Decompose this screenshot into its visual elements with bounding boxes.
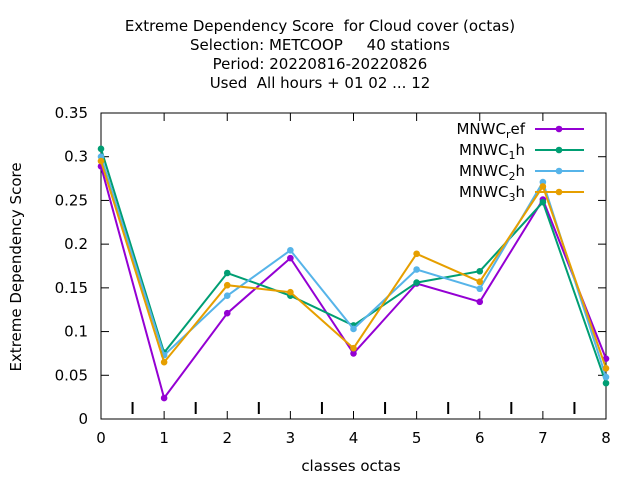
data-point xyxy=(350,350,357,357)
data-point xyxy=(287,246,294,254)
series-MNWC_1h xyxy=(97,145,610,387)
data-point xyxy=(413,266,420,273)
legend-entry-MNWC_3h: MNWC3h xyxy=(459,183,584,204)
data-point xyxy=(602,379,610,387)
data-point xyxy=(350,344,357,352)
data-point xyxy=(602,373,610,381)
y-axis-label: Extreme Dependency Score xyxy=(7,162,25,371)
legend-marker xyxy=(555,125,563,133)
y-tick-label: 0 xyxy=(78,410,88,428)
axes: 0 0.05 0.1 0.15 0.2 0.25 0.3 0.35 0 1 2 3 4 5 6 7 8 xyxy=(55,104,611,447)
legend-marker xyxy=(555,146,563,154)
data-point xyxy=(223,309,231,317)
x-tick-label: 3 xyxy=(286,429,296,447)
plot-frame xyxy=(100,112,607,420)
x-tick-label: 7 xyxy=(538,429,548,447)
data-point xyxy=(413,250,420,258)
y-tick-label: 0.35 xyxy=(55,104,88,122)
legend-entry-MNWC_1h: MNWC1h xyxy=(459,141,584,162)
y-tick-label: 0.2 xyxy=(64,235,88,253)
x-tick-label: 0 xyxy=(96,429,106,447)
data-point xyxy=(539,183,547,190)
data-point xyxy=(602,364,610,372)
data-point xyxy=(476,298,484,306)
x-tick-label: 4 xyxy=(349,429,359,447)
data-point xyxy=(602,355,610,362)
x-tick-label: 1 xyxy=(159,429,169,447)
x-axis-label: classes octas xyxy=(301,457,401,475)
legend-entry-MNWC_ref: MNWCref xyxy=(456,120,584,141)
data-point xyxy=(223,292,231,300)
x-tick-label: 5 xyxy=(412,429,422,447)
chart-title-line-2: Selection: METCOOP 40 stations xyxy=(190,36,450,54)
series-line xyxy=(100,156,607,378)
y-tick-label: 0.3 xyxy=(64,148,88,166)
series-line xyxy=(100,166,607,401)
series-MNWC_3h xyxy=(97,157,610,372)
x-tick-label: 8 xyxy=(601,429,611,447)
data-point xyxy=(287,288,294,296)
series-layer xyxy=(97,145,610,402)
data-point xyxy=(476,278,484,286)
y-tick-label: 0.15 xyxy=(55,279,88,297)
data-point xyxy=(97,157,105,165)
data-point xyxy=(160,358,168,366)
data-point xyxy=(223,281,231,289)
legend-label: MNWCref xyxy=(456,120,525,141)
x-tick-label: 6 xyxy=(475,429,485,447)
chart-title-line-1: Extreme Dependency Score for Cloud cover… xyxy=(124,17,516,35)
legend-label: MNWC2h xyxy=(459,162,525,183)
data-point xyxy=(160,394,168,402)
data-point xyxy=(476,267,484,275)
data-point xyxy=(223,269,231,277)
legend-marker xyxy=(555,188,563,196)
data-point xyxy=(287,254,294,262)
y-tick-label: 0.1 xyxy=(64,323,88,341)
legend-label: MNWC3h xyxy=(459,183,525,204)
data-point xyxy=(476,285,484,293)
data-point xyxy=(413,279,420,286)
legend-label: MNWC1h xyxy=(459,141,525,162)
chart-title-line-4: Used All hours + 01 02 ... 12 xyxy=(209,74,431,92)
y-tick-label: 0.25 xyxy=(55,191,88,209)
x-tick-label: 2 xyxy=(222,429,232,447)
legend-marker xyxy=(555,167,563,175)
data-point xyxy=(97,145,105,153)
data-point xyxy=(350,325,357,333)
chart-title-line-3: Period: 20220816-20220826 xyxy=(212,55,428,73)
data-point xyxy=(539,198,547,206)
legend-entry-MNWC_2h: MNWC2h xyxy=(459,162,584,183)
y-tick-label: 0.05 xyxy=(55,366,88,384)
